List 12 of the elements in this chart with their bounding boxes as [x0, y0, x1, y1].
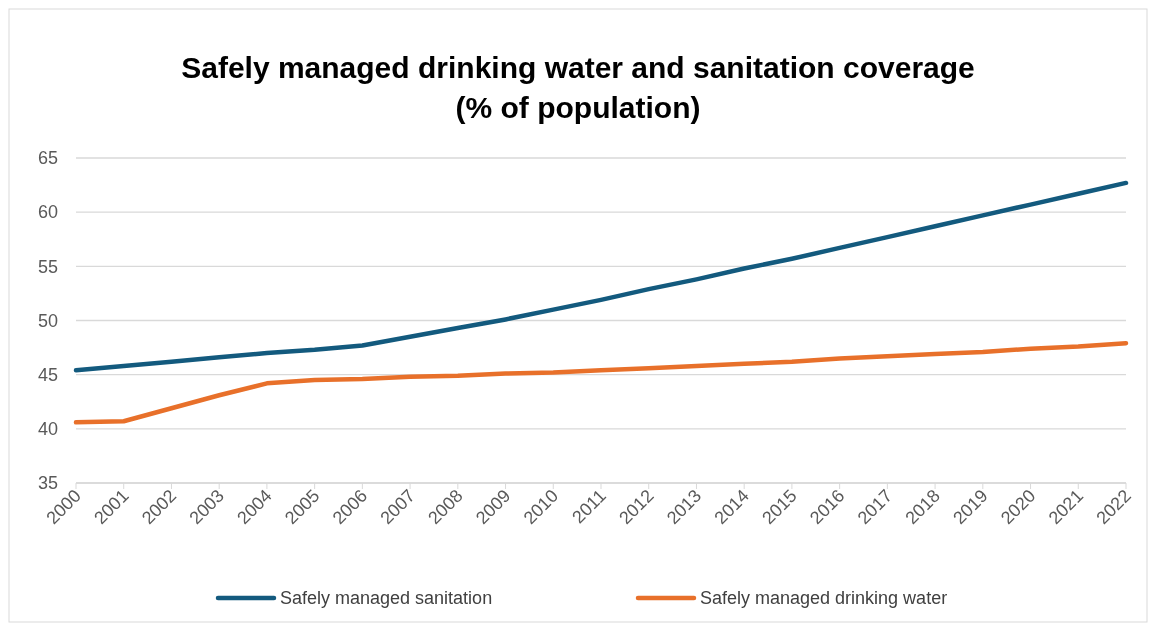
legend-label: Safely managed drinking water: [700, 588, 948, 609]
y-tick-label: 65: [37, 148, 58, 169]
y-tick-label: 35: [37, 473, 58, 494]
chart-title: Safely managed drinking water and sanitation coverage (% of population): [181, 51, 975, 124]
y-tick-label: 40: [37, 419, 58, 440]
y-tick-label: 50: [37, 310, 58, 331]
y-tick-label: 60: [37, 202, 58, 223]
legend-label: Safely managed sanitation: [280, 588, 493, 609]
line-series: [73, 341, 1129, 425]
y-tick-label: 55: [37, 256, 58, 277]
y-tick-label: 45: [37, 364, 58, 385]
line-series: [73, 180, 1129, 373]
